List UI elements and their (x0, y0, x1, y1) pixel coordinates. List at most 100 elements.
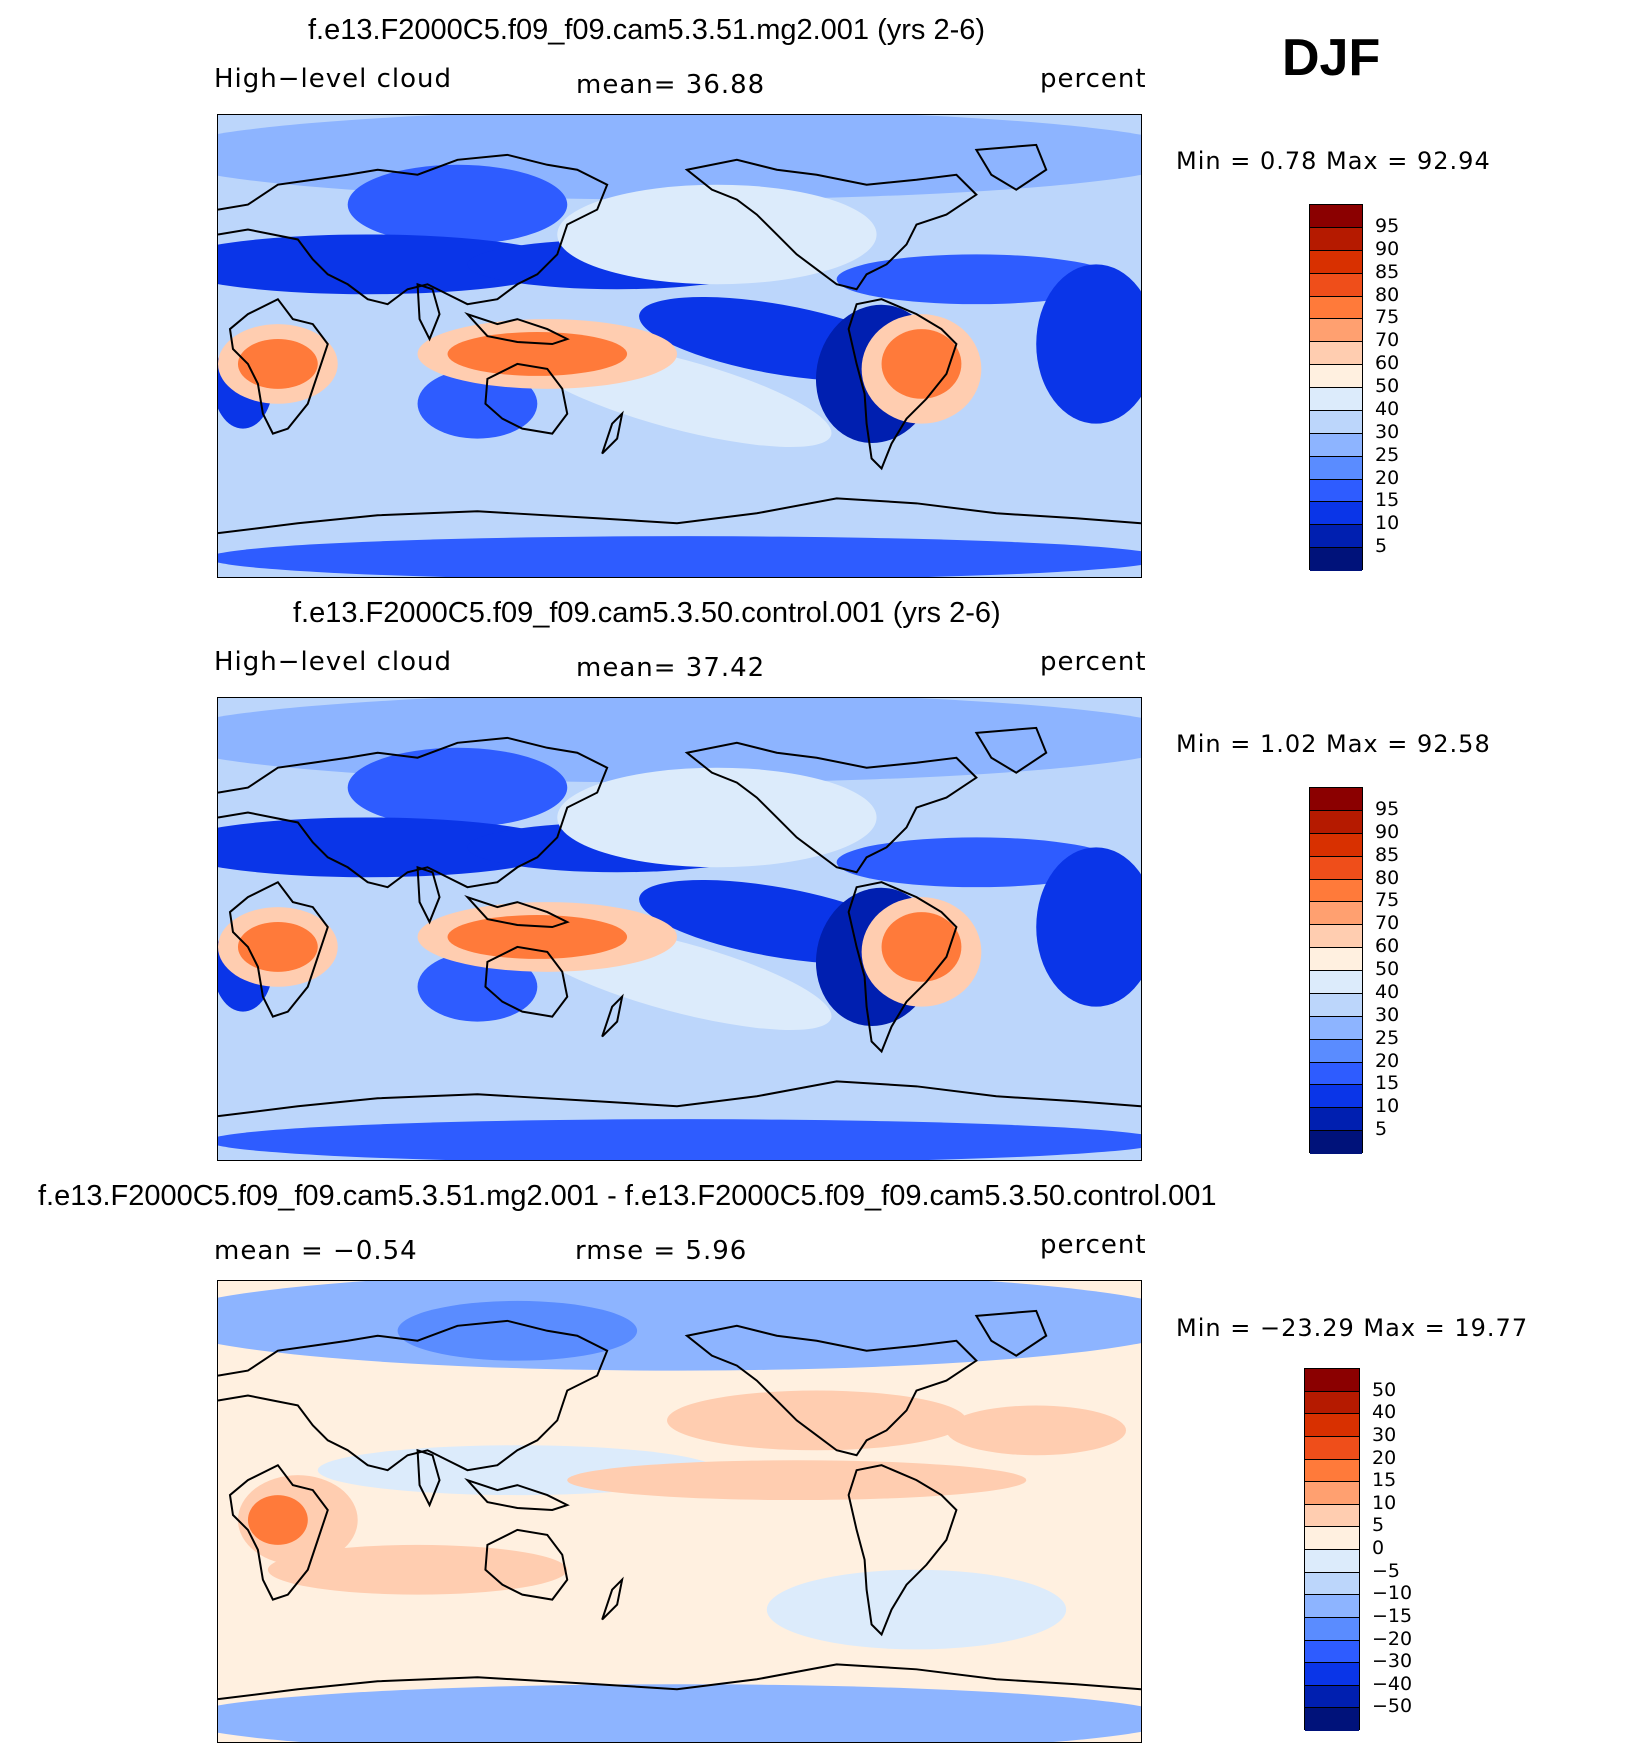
panel-3-map-svg (218, 1281, 1141, 1742)
panel-3-map (217, 1280, 1142, 1743)
colorbar-tick-label: 85 (1375, 260, 1400, 283)
coastline (484, 1528, 569, 1601)
colorbar-swatch (1305, 1617, 1359, 1641)
colorbar-tick-label: 10 (1375, 512, 1400, 535)
coastline (601, 1576, 624, 1621)
panel-2-map-svg (218, 698, 1141, 1160)
colorbar-tick-label: 95 (1375, 797, 1400, 820)
colorbar-tick-label: 60 (1375, 352, 1400, 375)
panel-1-colorbar (1309, 204, 1363, 571)
colorbar-tick-label: 25 (1375, 1026, 1400, 1049)
colorbar-swatch (1310, 1085, 1362, 1109)
colorbar-tick-label: 0 (1372, 1537, 1385, 1559)
coastline (684, 1324, 978, 1457)
colorbar-swatch (1310, 788, 1362, 811)
panel-1-variable-label: High−level cloud (214, 64, 453, 94)
colorbar-tick-label: 70 (1375, 912, 1400, 935)
coastline (847, 298, 958, 471)
colorbar-tick-label: 10 (1375, 1095, 1400, 1118)
colorbar-swatch (1310, 525, 1362, 549)
colorbar-swatch (1305, 1459, 1359, 1483)
colorbar-swatch (1310, 879, 1362, 903)
colorbar-tick-label: 75 (1375, 889, 1400, 912)
colorbar-swatch (1305, 1391, 1359, 1415)
panel-3-mean-label: mean = −0.54 (214, 1236, 418, 1266)
colorbar-tick-label: −30 (1372, 1650, 1413, 1673)
colorbar-tick-label: 20 (1372, 1446, 1397, 1469)
colorbar-swatch (1310, 856, 1362, 880)
colorbar-tick-label: 80 (1375, 283, 1400, 306)
colorbar-tick-label: 20 (1375, 466, 1400, 489)
colorbar-swatch (1310, 365, 1362, 388)
colorbar-tick-label: 90 (1375, 820, 1400, 843)
panel-2-units-label: percent (1040, 647, 1147, 677)
colorbar-swatch (1310, 250, 1362, 274)
coastline (974, 143, 1048, 191)
colorbar-tick-label: −10 (1372, 1582, 1413, 1605)
colorbar-swatch (1310, 1039, 1362, 1063)
season-label: DJF (1282, 29, 1381, 87)
colorbar-swatch (1305, 1595, 1359, 1618)
coastline (684, 158, 978, 291)
colorbar-swatch (1310, 433, 1362, 457)
colorbar-swatch (1305, 1550, 1359, 1573)
colorbar-swatch (1305, 1572, 1359, 1596)
colorbar-tick-label: 70 (1375, 329, 1400, 352)
coastline (684, 741, 978, 874)
colorbar-tick-label: −15 (1372, 1604, 1413, 1627)
coastline (847, 881, 958, 1054)
colorbar-tick-label: 15 (1372, 1469, 1397, 1492)
colorbar-swatch (1310, 902, 1362, 926)
colorbar-tick-label: −40 (1372, 1672, 1413, 1695)
coastline (218, 1319, 609, 1472)
colorbar-swatch (1310, 548, 1362, 571)
coastline (218, 736, 609, 889)
colorbar-swatch (1310, 993, 1362, 1017)
colorbar-tick-label: 15 (1375, 1072, 1400, 1095)
colorbar-swatch (1305, 1663, 1359, 1686)
colorbar-swatch (1310, 1131, 1362, 1154)
coastline (484, 945, 569, 1018)
colorbar-tick-label: 90 (1375, 237, 1400, 260)
panel-2-title: f.e13.F2000C5.f09_f09.cam5.3.50.control.… (293, 597, 1001, 629)
panel-2-colorbar (1309, 787, 1363, 1154)
panel-1-mean-label: mean= 36.88 (576, 70, 766, 100)
coastline (974, 1309, 1048, 1357)
colorbar-tick-label: 40 (1375, 980, 1400, 1003)
colorbar-swatch (1310, 1016, 1362, 1040)
panel-2-minmax: Min = 1.02 Max = 92.58 (1176, 730, 1491, 758)
colorbar-tick-label: 95 (1375, 214, 1400, 237)
coastline (601, 993, 624, 1038)
colorbar-swatch (1310, 273, 1362, 297)
colorbar-tick-label: 15 (1375, 489, 1400, 512)
colorbar-tick-label: −50 (1372, 1695, 1413, 1718)
coastline (974, 726, 1048, 774)
colorbar-swatch (1310, 410, 1362, 434)
colorbar-swatch (1310, 205, 1362, 228)
coastline (416, 1448, 441, 1508)
colorbar-tick-label: −5 (1372, 1559, 1401, 1582)
colorbar-swatch (1310, 833, 1362, 857)
colorbar-swatch (1310, 479, 1362, 503)
panel-2-map (217, 697, 1142, 1161)
coastline (847, 1464, 958, 1637)
coastline (416, 282, 441, 342)
colorbar-tick-label: 40 (1375, 397, 1400, 420)
colorbar-tick-label: 75 (1375, 306, 1400, 329)
panel-2-mean-label: mean= 37.42 (576, 653, 766, 683)
panel-1-map (217, 114, 1142, 578)
colorbar-tick-label: 25 (1375, 443, 1400, 466)
coastline (601, 410, 624, 455)
colorbar-swatch (1305, 1708, 1359, 1731)
colorbar-tick-label: 50 (1375, 375, 1400, 397)
coastline (228, 297, 329, 435)
coastline (464, 311, 570, 346)
colorbar-swatch (1310, 296, 1362, 320)
panel-3-units-label: percent (1040, 1230, 1147, 1260)
colorbar-tick-label: 30 (1375, 1003, 1400, 1026)
colorbar-tick-label: 30 (1372, 1423, 1397, 1446)
colorbar-swatch (1305, 1685, 1359, 1709)
colorbar-tick-label: 5 (1375, 1118, 1388, 1141)
coastline (416, 865, 441, 925)
colorbar-swatch (1310, 342, 1362, 366)
